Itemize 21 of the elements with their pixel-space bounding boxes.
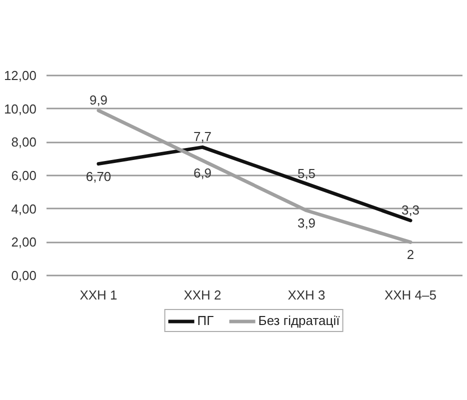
x-tick-label: ХХН 1 — [80, 288, 118, 302]
y-tick-label: 6,00 — [11, 168, 37, 183]
data-label: 7,7 — [193, 129, 212, 144]
y-tick-label: 8,00 — [11, 134, 37, 150]
data-label: 3,3 — [401, 202, 420, 218]
data-label: 6,9 — [193, 166, 212, 180]
y-tick-label: 10,00 — [4, 101, 37, 116]
legend-label: Без гідратації — [258, 313, 340, 328]
y-tick-label: 4,00 — [11, 201, 37, 216]
legend-label: ПГ — [197, 313, 215, 328]
data-label: 6,70 — [86, 168, 112, 184]
x-tick-label: ХХН 3 — [288, 288, 326, 302]
x-tick-label: ХХН 4–5 — [384, 288, 437, 302]
data-label: 2 — [406, 247, 414, 262]
data-label: 5,5 — [297, 166, 316, 181]
x-tick-label: ХХН 2 — [184, 288, 222, 302]
data-label: 3,9 — [297, 216, 316, 230]
y-tick-label: 0,00 — [11, 268, 37, 283]
y-tick-label: 12,00 — [4, 68, 37, 83]
y-tick-label: 2,00 — [11, 234, 37, 250]
data-label: 9,9 — [89, 92, 108, 108]
